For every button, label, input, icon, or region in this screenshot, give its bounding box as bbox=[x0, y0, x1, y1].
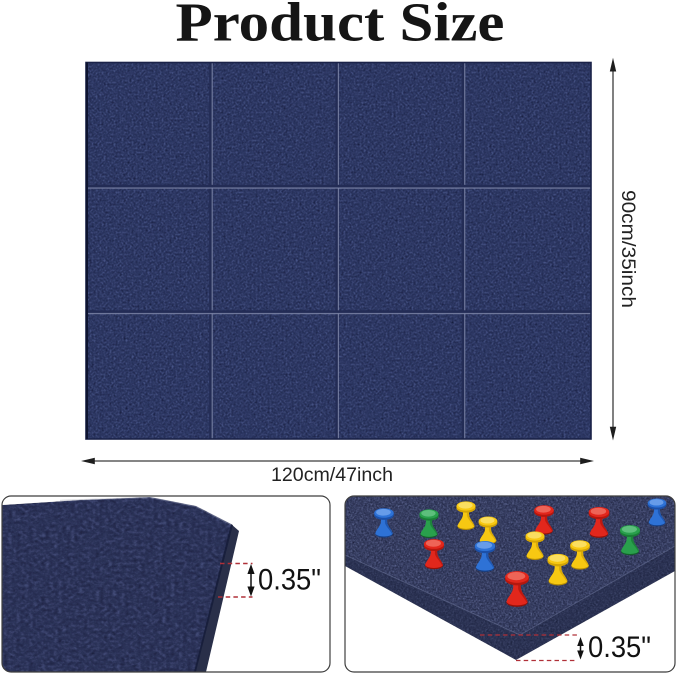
svg-text:0.35": 0.35" bbox=[588, 631, 651, 664]
svg-text:90cm/35inch: 90cm/35inch bbox=[617, 190, 639, 308]
svg-text:Product Size: Product Size bbox=[176, 0, 505, 53]
svg-text:120cm/47inch: 120cm/47inch bbox=[271, 464, 393, 486]
svg-text:0.35": 0.35" bbox=[258, 564, 321, 597]
